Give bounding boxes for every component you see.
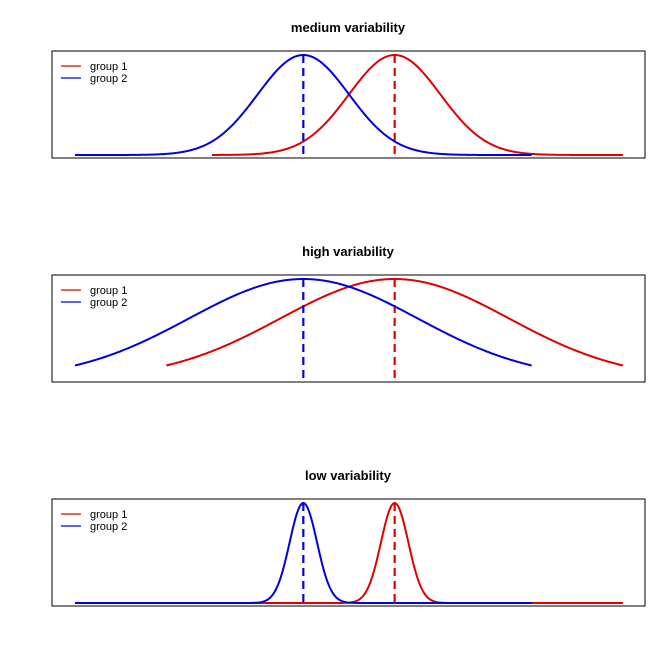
plot-frame xyxy=(51,274,646,383)
panel-title: high variability xyxy=(302,244,395,259)
legend-label: group 2 xyxy=(90,521,127,533)
panel-title: low variability xyxy=(305,468,392,483)
density-curve-group-1 xyxy=(212,502,623,604)
plot-frame xyxy=(51,498,646,607)
legend-label: group 1 xyxy=(90,61,127,73)
plot-frame xyxy=(51,50,646,159)
density-curve-group-1 xyxy=(211,53,623,156)
legend-label: group 1 xyxy=(90,509,127,521)
legend-label: group 2 xyxy=(90,297,127,309)
panel-title: medium variability xyxy=(291,20,406,35)
legend-label: group 2 xyxy=(90,73,127,85)
legend-label: group 1 xyxy=(90,285,127,297)
